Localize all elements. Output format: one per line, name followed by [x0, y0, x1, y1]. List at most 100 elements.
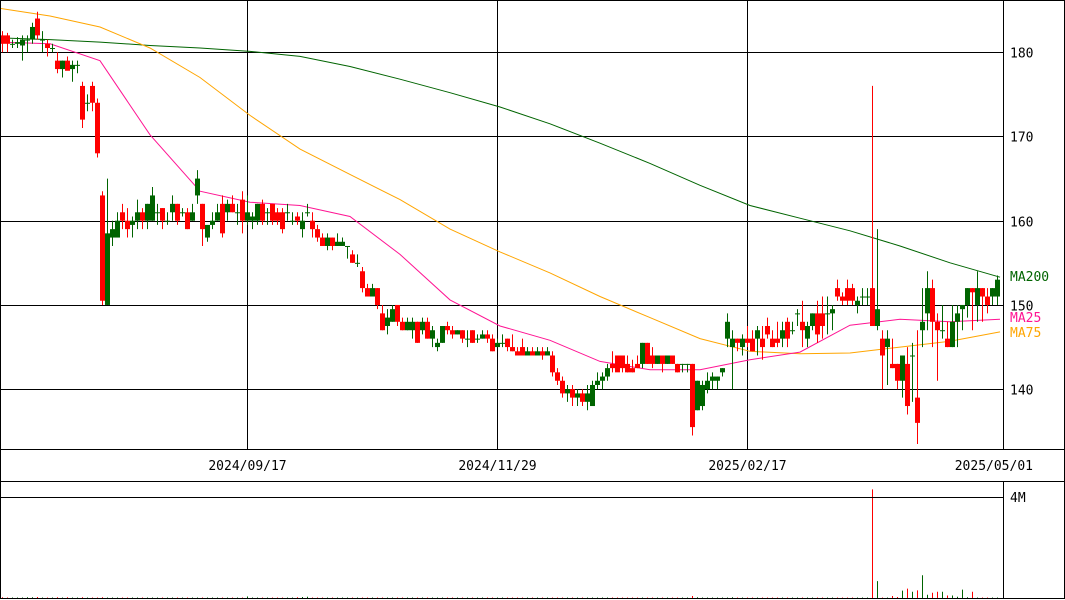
candle-body	[885, 338, 890, 348]
candle	[555, 368, 560, 385]
candle-body	[705, 380, 710, 390]
candle-body	[590, 384, 595, 407]
candle	[745, 326, 750, 348]
candle	[435, 338, 440, 352]
candle-body	[310, 220, 315, 230]
candle-body	[630, 368, 635, 373]
candle-body	[780, 330, 785, 339]
candle	[790, 321, 795, 335]
candle-body	[305, 212, 310, 214]
candle-body	[25, 39, 30, 41]
candle-body	[315, 229, 320, 238]
candle-body	[570, 389, 575, 398]
candle-body	[355, 262, 360, 264]
candle	[480, 330, 485, 339]
candle-body	[760, 338, 765, 348]
candle	[245, 195, 250, 225]
candle-body	[935, 321, 940, 331]
candle-body	[35, 18, 40, 36]
candle-body	[870, 288, 875, 327]
candle	[635, 355, 640, 369]
candle-body	[940, 330, 945, 332]
candle	[250, 212, 255, 230]
candle-body	[720, 368, 725, 373]
candle-body	[240, 199, 245, 221]
candle	[85, 94, 90, 112]
candle-body	[220, 203, 225, 234]
candle-body	[560, 380, 565, 394]
candle	[825, 296, 830, 335]
candle-body	[195, 178, 200, 196]
candle-body	[610, 363, 615, 369]
candle-body	[865, 296, 870, 298]
candle-body	[210, 220, 215, 225]
candle-body	[555, 372, 560, 381]
candle	[510, 334, 515, 352]
candle-body	[200, 203, 205, 230]
candle-body	[525, 351, 530, 356]
candle	[310, 212, 315, 238]
candle	[530, 347, 535, 356]
candle-body	[80, 85, 85, 120]
candle	[415, 321, 420, 343]
candle-body	[300, 220, 305, 230]
candle	[475, 334, 480, 343]
candle	[315, 224, 320, 242]
candle	[345, 245, 350, 259]
candle	[320, 233, 325, 246]
candle-body	[895, 363, 900, 381]
candle	[455, 330, 460, 335]
y-tick-label: 180	[1010, 47, 1033, 62]
candle-body	[105, 233, 110, 305]
candle-body	[75, 64, 80, 66]
candle	[675, 363, 680, 373]
candle-body	[900, 355, 905, 381]
candle-body	[365, 288, 370, 297]
legend-ma75: MA75	[1010, 326, 1041, 341]
candle	[170, 195, 175, 221]
candle-body	[490, 338, 495, 352]
candle-body	[765, 326, 770, 335]
candle-body	[405, 321, 410, 331]
candle-body	[690, 363, 695, 428]
candle-body	[960, 304, 965, 310]
candle	[185, 208, 190, 230]
candle	[265, 208, 270, 225]
candle	[10, 39, 15, 49]
candle-body	[180, 212, 185, 214]
candle-body	[505, 338, 510, 348]
candle-body	[375, 288, 380, 305]
candle-body	[30, 26, 35, 40]
candle-body	[680, 363, 685, 365]
candle-body	[855, 300, 860, 305]
candle-body	[290, 220, 295, 222]
candle-body	[575, 393, 580, 398]
candle	[755, 326, 760, 356]
moving-average-lines	[0, 7, 1001, 371]
candle-body	[800, 321, 805, 331]
candle-body	[695, 380, 700, 411]
candle	[565, 384, 570, 402]
candle-body	[140, 212, 145, 221]
candle-body	[85, 102, 90, 104]
candle-body	[810, 313, 815, 327]
candle	[15, 37, 20, 49]
candle	[840, 292, 845, 305]
candle	[220, 195, 225, 238]
candle	[655, 355, 660, 364]
candle-body	[655, 355, 660, 364]
candle-body	[100, 195, 105, 301]
candle	[500, 334, 505, 348]
candle-body	[515, 351, 520, 356]
candle-body	[835, 288, 840, 297]
candle	[915, 330, 920, 444]
candle-body	[805, 326, 810, 339]
candle	[405, 317, 410, 331]
candle-body	[450, 330, 455, 335]
candle	[775, 321, 780, 348]
candle-body	[95, 102, 100, 154]
candle	[100, 191, 105, 305]
candle	[300, 212, 305, 238]
candle-body	[905, 363, 910, 407]
